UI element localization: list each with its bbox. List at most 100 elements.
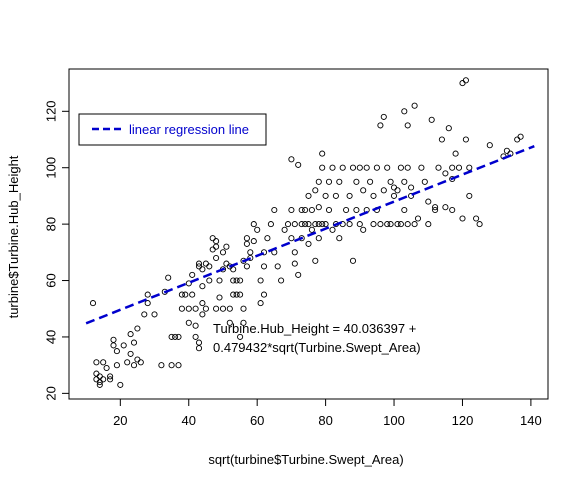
data-point xyxy=(356,221,363,228)
data-point xyxy=(288,206,295,214)
data-point xyxy=(271,206,278,214)
data-point xyxy=(250,238,257,245)
data-point xyxy=(267,221,274,228)
data-point xyxy=(233,291,240,298)
data-point xyxy=(462,77,469,84)
data-point xyxy=(442,204,449,211)
data-point xyxy=(230,291,237,298)
data-point xyxy=(466,192,473,199)
data-point xyxy=(199,283,206,290)
data-point xyxy=(130,339,138,346)
data-point xyxy=(206,277,213,284)
data-point xyxy=(315,221,322,228)
data-point xyxy=(404,122,411,129)
data-point xyxy=(315,204,322,211)
data-point xyxy=(349,164,357,171)
data-point xyxy=(144,291,151,298)
data-point xyxy=(408,184,415,191)
data-point xyxy=(288,235,295,242)
data-point xyxy=(134,325,141,332)
data-point xyxy=(230,266,237,273)
data-point xyxy=(216,277,223,284)
data-point xyxy=(380,187,387,194)
data-point xyxy=(401,206,408,214)
data-point xyxy=(370,221,377,228)
data-point xyxy=(302,221,309,228)
data-point xyxy=(315,178,322,185)
data-point xyxy=(408,192,415,199)
data-point xyxy=(387,178,394,185)
data-point xyxy=(260,291,268,298)
data-point xyxy=(503,147,510,154)
data-point xyxy=(455,164,463,171)
data-point xyxy=(89,300,97,307)
data-point xyxy=(360,226,367,233)
data-point xyxy=(486,142,493,149)
data-point xyxy=(254,226,261,233)
data-point xyxy=(192,322,199,329)
data-point xyxy=(178,305,185,312)
data-point xyxy=(298,206,305,214)
data-point xyxy=(209,235,216,242)
data-point xyxy=(110,336,117,343)
data-point xyxy=(274,263,281,270)
data-point xyxy=(257,277,264,284)
data-point xyxy=(247,249,254,256)
data-point xyxy=(250,221,257,228)
data-point xyxy=(202,305,209,312)
data-point xyxy=(449,164,456,171)
data-point xyxy=(206,263,213,270)
data-point xyxy=(192,333,199,340)
data-point xyxy=(195,260,203,267)
data-point xyxy=(291,249,298,256)
data-point xyxy=(96,373,103,380)
data-point xyxy=(243,235,250,242)
y-tick-label: 60 xyxy=(44,273,59,287)
x-tick-label: 20 xyxy=(113,413,127,428)
data-point xyxy=(353,206,360,214)
data-point xyxy=(240,305,247,312)
data-point xyxy=(189,291,196,298)
data-point xyxy=(325,206,333,214)
data-point xyxy=(514,136,521,143)
data-point xyxy=(394,187,401,194)
regression-line xyxy=(85,145,535,325)
data-point xyxy=(185,319,192,326)
data-point xyxy=(438,136,445,143)
data-point xyxy=(178,291,185,298)
data-point xyxy=(308,206,315,214)
data-point xyxy=(243,240,250,247)
data-point xyxy=(411,102,418,109)
legend: linear regression line xyxy=(78,113,267,146)
data-point xyxy=(404,164,411,171)
data-point xyxy=(124,359,131,366)
equation-line-2: 0.479432*sqrt(Turbine.Swept_Area) xyxy=(213,340,421,355)
data-point xyxy=(322,192,329,199)
data-point xyxy=(113,362,120,369)
x-tick-label: 100 xyxy=(383,413,405,428)
data-point xyxy=(343,206,350,214)
x-tick-label: 120 xyxy=(452,413,474,428)
data-point xyxy=(130,362,138,369)
data-point xyxy=(305,221,312,228)
data-point xyxy=(209,246,216,253)
data-point xyxy=(414,215,422,222)
data-point xyxy=(223,243,230,250)
data-point xyxy=(247,254,254,262)
data-point xyxy=(103,364,110,372)
data-point xyxy=(175,362,182,369)
x-tick-label: 140 xyxy=(520,413,542,428)
data-point xyxy=(182,291,189,298)
data-point xyxy=(185,305,192,312)
x-tick-label: 60 xyxy=(250,413,264,428)
data-point xyxy=(93,359,100,366)
data-point xyxy=(425,198,432,205)
data-point xyxy=(213,243,220,250)
data-point xyxy=(418,164,425,171)
data-point xyxy=(377,221,384,228)
data-point xyxy=(421,178,428,185)
data-point xyxy=(325,178,333,185)
data-point xyxy=(390,192,398,199)
y-tick-label: 20 xyxy=(44,386,59,400)
data-point xyxy=(226,319,233,326)
